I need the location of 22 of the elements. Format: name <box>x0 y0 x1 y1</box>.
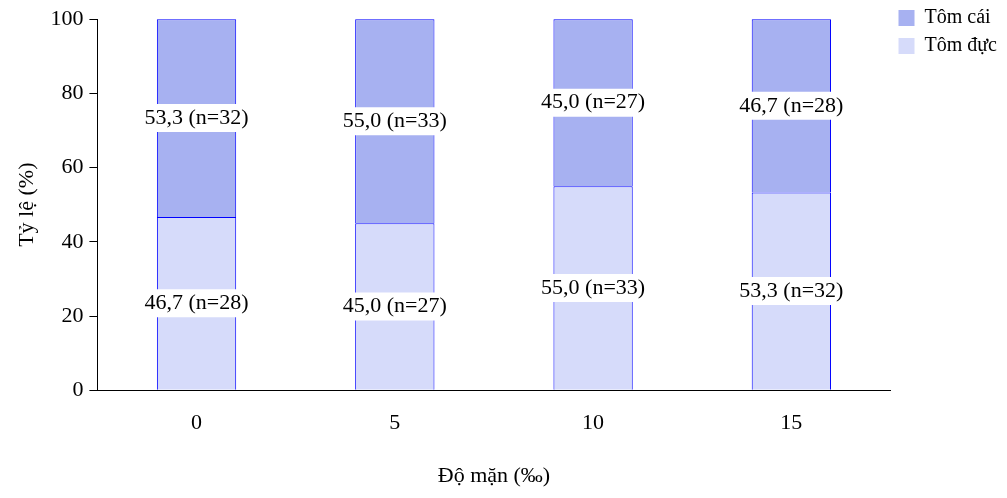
y-tick-label: 0 <box>72 375 84 401</box>
data-label: 45,0 (n=27) <box>342 292 447 318</box>
data-label: 55,0 (n=33) <box>342 107 447 133</box>
y-tick-label: 20 <box>61 301 84 327</box>
y-tick-label: 60 <box>61 153 84 179</box>
y-tick-label: 80 <box>61 79 84 105</box>
y-axis-title: Tỷ lệ (%) <box>12 162 38 247</box>
legend-label: Tôm đực <box>924 33 998 56</box>
x-axis-title: Độ mặn (‰) <box>437 461 551 487</box>
data-label: 55,0 (n=33) <box>541 273 646 299</box>
x-tick-label: 5 <box>389 409 401 435</box>
data-label: 46,7 (n=28) <box>144 289 249 315</box>
x-tick-label: 0 <box>191 409 203 435</box>
x-tick-label: 15 <box>780 409 803 435</box>
legend-label: Tôm cái <box>924 5 992 28</box>
data-label: 45,0 (n=27) <box>541 88 646 114</box>
data-label: 46,7 (n=28) <box>739 91 844 117</box>
data-label: 53,3 (n=32) <box>739 276 844 302</box>
x-tick-label: 10 <box>582 409 605 435</box>
y-tick-label: 100 <box>50 4 84 30</box>
y-tick-label: 40 <box>61 227 84 253</box>
data-label: 53,3 (n=32) <box>144 103 249 129</box>
